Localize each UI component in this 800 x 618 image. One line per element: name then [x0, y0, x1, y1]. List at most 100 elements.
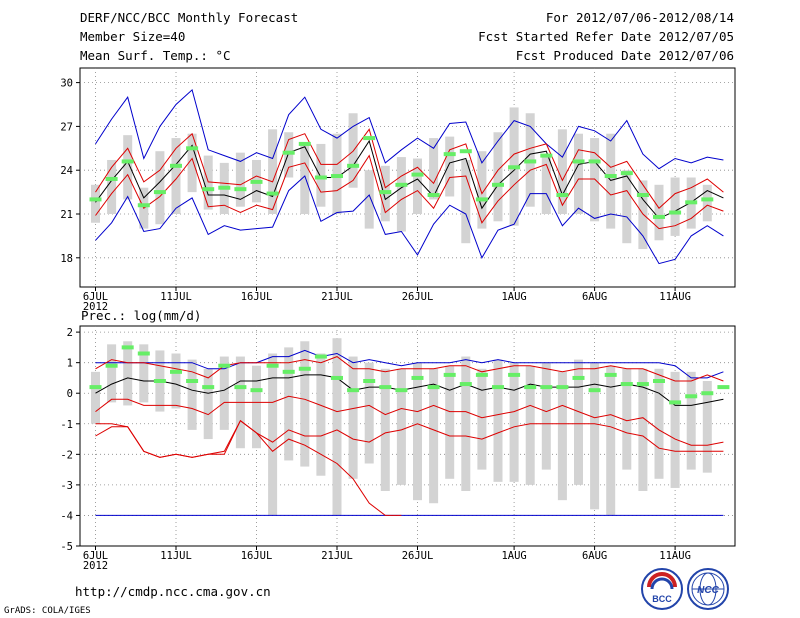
y-tick-label: 27: [60, 121, 73, 133]
median-marker: [314, 354, 327, 359]
median-marker: [620, 171, 633, 176]
ensemble-box: [509, 362, 519, 482]
median-marker: [475, 197, 488, 202]
ensemble-box: [557, 371, 567, 501]
median-marker: [556, 193, 569, 198]
y-tick-label: 0: [67, 388, 73, 400]
ensemble-box: [670, 177, 680, 236]
median-marker: [653, 379, 665, 383]
ensemble-box: [670, 371, 680, 488]
median-marker: [524, 385, 537, 390]
max-line: [95, 88, 724, 170]
median-marker: [186, 379, 199, 383]
svg-text:BCC: BCC: [652, 594, 672, 604]
chart-title: DERF/NCC/BCC Monthly Forecast: [80, 10, 299, 25]
ensemble-box: [396, 368, 406, 485]
y-tick-label: 18: [60, 253, 73, 265]
median-marker: [427, 193, 440, 198]
max-line: [95, 349, 724, 379]
plot-frame: [79, 67, 736, 288]
median-marker: [572, 375, 585, 380]
ensemble-box: [171, 353, 181, 409]
ensemble-box: [413, 158, 422, 214]
x-tick-label: 6JUL: [83, 291, 108, 303]
y-tick-label: -1: [60, 419, 73, 431]
median-marker: [443, 152, 456, 157]
y-tick-label: -3: [60, 480, 73, 492]
median-marker: [218, 185, 231, 190]
median-marker: [250, 388, 263, 393]
median-marker: [153, 379, 166, 383]
lower-band-line: [95, 154, 724, 230]
y-tick-label: 2: [67, 327, 73, 339]
ensemble-box: [622, 368, 632, 470]
ensemble-box: [364, 362, 374, 464]
ensemble-box: [203, 155, 213, 210]
x-tick-label: 26JUL: [402, 550, 434, 562]
ensemble-box: [252, 365, 261, 449]
started-refer-date: Fcst Started Refer Date 2012/07/05: [478, 29, 734, 44]
ensemble-box: [332, 338, 342, 516]
ensemble-box: [107, 344, 117, 403]
x-tick-label: 11JUL: [160, 291, 192, 303]
ensemble-box: [638, 180, 648, 250]
y-tick-label: -2: [60, 449, 73, 461]
x-tick-label: 11AUG: [659, 550, 691, 562]
plot-frame: [79, 325, 736, 547]
ensemble-box: [654, 184, 664, 241]
ensemble-box: [477, 368, 487, 470]
median-marker: [379, 385, 392, 390]
ensemble-box: [316, 353, 326, 476]
ensemble-box: [219, 356, 229, 430]
ensemble-box: [477, 151, 487, 229]
ensemble-box: [606, 365, 616, 516]
upper-band-line: [95, 128, 724, 209]
median-marker: [669, 210, 682, 215]
year-label: 2012: [83, 560, 108, 572]
median-marker: [669, 400, 682, 405]
median-marker: [604, 372, 617, 377]
median-marker: [347, 388, 360, 393]
precip-panel-title: Prec.: log(mm/d): [81, 308, 201, 323]
median-marker: [540, 153, 553, 158]
ensemble-box: [187, 133, 197, 193]
median-marker: [202, 385, 215, 390]
median-marker: [427, 385, 440, 390]
median-marker: [282, 369, 295, 374]
median-marker: [524, 159, 537, 164]
ensemble-box: [493, 132, 503, 222]
median-marker: [701, 391, 714, 396]
ensemble-box: [123, 135, 133, 200]
ensemble-box: [364, 170, 374, 229]
ensemble-box: [284, 132, 294, 178]
ensemble-box: [155, 151, 165, 225]
ensemble-box: [525, 365, 535, 485]
x-tick-label: 6JUL: [83, 550, 108, 562]
ensemble-box: [332, 133, 342, 214]
y-tick-label: 1: [67, 358, 73, 370]
ensemble-box: [702, 184, 712, 222]
median-marker: [121, 159, 134, 164]
x-tick-label: 26JUL: [402, 291, 434, 303]
median-marker: [363, 379, 376, 383]
median-marker: [234, 385, 247, 390]
median-marker: [347, 163, 360, 168]
median-marker: [636, 382, 649, 387]
median-marker: [588, 388, 601, 393]
variable-label: Mean Surf. Temp.: °C: [80, 48, 231, 63]
median-marker: [331, 375, 343, 380]
ensemble-box: [429, 138, 439, 200]
median-marker: [411, 375, 424, 380]
median-marker: [395, 388, 408, 393]
median-marker: [331, 174, 343, 179]
ensemble-box: [316, 143, 326, 207]
ensemble-box: [590, 362, 600, 510]
x-tick-label: 11JUL: [160, 550, 192, 562]
median-marker: [411, 172, 424, 177]
x-tick-label: 1AUG: [501, 291, 526, 303]
ensemble-box: [557, 129, 567, 214]
median-marker: [459, 382, 472, 387]
x-tick-label: 16JUL: [241, 291, 273, 303]
x-tick-label: 21JUL: [321, 550, 353, 562]
